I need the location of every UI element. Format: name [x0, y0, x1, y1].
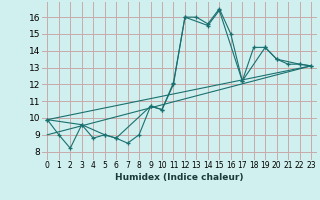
X-axis label: Humidex (Indice chaleur): Humidex (Indice chaleur) [115, 173, 244, 182]
